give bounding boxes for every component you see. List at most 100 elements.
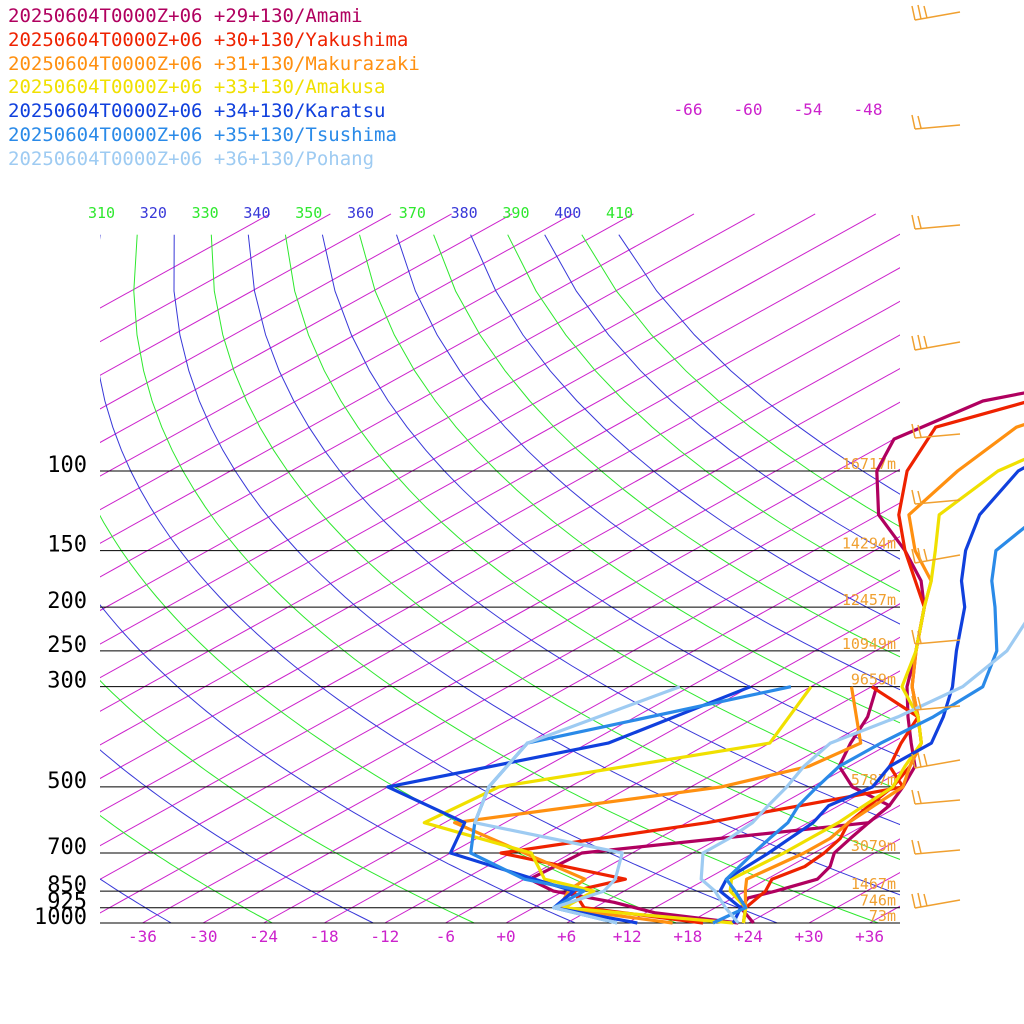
wind-barb bbox=[911, 892, 961, 909]
wind-barb bbox=[911, 629, 961, 645]
theta-label: 390 bbox=[502, 204, 529, 222]
adiabat-line bbox=[247, 234, 900, 826]
wind-barb bbox=[911, 489, 961, 505]
isotherm-line bbox=[445, 670, 900, 923]
pressure-tick-label: 150 bbox=[47, 533, 87, 558]
wind-barb bbox=[911, 547, 961, 564]
height-label: 9659m bbox=[851, 671, 896, 689]
theta-label: 330 bbox=[192, 204, 219, 222]
height-label: 14294m bbox=[842, 535, 896, 553]
theta-label: 370 bbox=[399, 204, 426, 222]
legend-entry: 20250604T0000Z+06 +31+130/Makurazaki bbox=[8, 52, 420, 75]
dewpoint-profile-line bbox=[499, 685, 920, 925]
temperature-profile-line bbox=[699, 621, 1024, 925]
isotherm-line bbox=[100, 213, 331, 343]
isotherm-line bbox=[748, 838, 900, 923]
height-label: 5787m bbox=[851, 771, 896, 789]
wind-barb bbox=[911, 4, 961, 21]
temperature-tick-label: -12 bbox=[370, 927, 399, 946]
theta-label: 360 bbox=[347, 204, 374, 222]
isotherm-line bbox=[100, 401, 900, 847]
isotherm-line bbox=[100, 213, 271, 309]
wind-barb-stroke bbox=[911, 892, 961, 909]
height-label: 16717m bbox=[842, 455, 896, 473]
wind-barb-stroke bbox=[911, 214, 961, 230]
isotherm-line bbox=[100, 213, 452, 410]
legend-entry: 20250604T0000Z+06 +30+130/Yakushima bbox=[8, 28, 409, 51]
isotherm-line bbox=[808, 871, 900, 923]
legend-entry: 20250604T0000Z+06 +35+130/Tsushima bbox=[8, 123, 397, 146]
wind-barb bbox=[911, 114, 961, 130]
theta-label: 410 bbox=[606, 204, 633, 222]
isotherm-line bbox=[100, 267, 900, 712]
isotherm-line bbox=[142, 502, 900, 923]
adiabat-line bbox=[433, 234, 900, 658]
wind-barb-stroke bbox=[911, 629, 961, 645]
adiabat-line bbox=[100, 749, 375, 923]
dewpoint-profile-line bbox=[527, 686, 892, 925]
wind-barb bbox=[911, 695, 961, 711]
wind-barb-stroke bbox=[911, 114, 961, 130]
wind-barb bbox=[911, 423, 961, 439]
theta-label: 320 bbox=[140, 204, 167, 222]
wind-barb-stroke bbox=[911, 4, 961, 21]
isotherm-line bbox=[100, 367, 900, 813]
isotherm-line bbox=[384, 636, 900, 923]
pressure-tick-label: 100 bbox=[47, 453, 87, 478]
isotherm-line bbox=[100, 233, 900, 679]
adiabat-line bbox=[173, 234, 900, 896]
wind-barbs bbox=[911, 4, 961, 909]
temperature-tick-label: -18 bbox=[310, 927, 339, 946]
isotherm-line bbox=[263, 569, 900, 923]
legend-entry: 20250604T0000Z+06 +34+130/Karatsu bbox=[8, 100, 386, 123]
isotherm-line bbox=[100, 435, 900, 880]
wind-barb-stroke bbox=[911, 789, 961, 805]
isotherm-line bbox=[100, 213, 877, 645]
temperature-tick-label: +0 bbox=[496, 927, 515, 946]
temperature-tick-label: +30 bbox=[795, 927, 824, 946]
wind-barb bbox=[911, 334, 961, 351]
isotherm-line bbox=[626, 771, 900, 923]
upper-temperature-label: -66 bbox=[674, 100, 703, 119]
temperature-axis: -36 -30 -24 -18 -12 -6 +0 +6 +12 +18 +24 +30 +36 310 3… bbox=[88, 100, 884, 946]
wind-barb bbox=[911, 839, 961, 855]
temperature-tick-label: -6 bbox=[436, 927, 455, 946]
temperature-tick-label: -24 bbox=[249, 927, 278, 946]
temperature-tick-label: -36 bbox=[128, 927, 157, 946]
upper-temperature-label: -48 bbox=[854, 100, 883, 119]
adiabat-line bbox=[100, 814, 274, 923]
height-label: 12457m bbox=[842, 591, 896, 609]
wind-barb-stroke bbox=[911, 423, 961, 439]
legend-entry: 20250604T0000Z+06 +29+130/Amami bbox=[8, 5, 363, 27]
height-label: 1467m bbox=[851, 875, 896, 893]
dewpoint-profile-line bbox=[473, 685, 681, 925]
isotherm-line bbox=[100, 213, 634, 511]
temperature-profile-line bbox=[712, 525, 1024, 925]
isotherm-line bbox=[100, 213, 695, 544]
temperature-tick-label: +24 bbox=[734, 927, 763, 946]
temperature-tick-label: -30 bbox=[189, 927, 218, 946]
isotherm-line bbox=[100, 213, 392, 376]
isotherm-line bbox=[869, 905, 900, 923]
height-label: 10949m bbox=[842, 635, 896, 653]
isotherm-line bbox=[930, 214, 1024, 923]
adiabat-line bbox=[100, 604, 577, 923]
pressure-tick-label: 1000 bbox=[34, 905, 87, 930]
pressure-tick-label: 300 bbox=[47, 669, 87, 694]
legend-entry: 20250604T0000Z+06 +33+130/Amakusa bbox=[8, 76, 386, 99]
wind-barb-stroke bbox=[911, 547, 961, 564]
theta-label: 350 bbox=[295, 204, 322, 222]
adiabat-line bbox=[100, 679, 476, 923]
isotherm-line bbox=[100, 334, 900, 780]
wind-barb bbox=[911, 214, 961, 230]
wind-barb bbox=[911, 752, 961, 769]
wind-barb bbox=[911, 789, 961, 805]
isotherm-line bbox=[323, 603, 900, 923]
upper-temperature-label: -60 bbox=[734, 100, 763, 119]
isotherm-line bbox=[100, 213, 513, 444]
isotherm-line bbox=[100, 468, 900, 914]
temperature-tick-label: +18 bbox=[673, 927, 702, 946]
isotherm-line bbox=[100, 213, 574, 477]
isotherm-line bbox=[202, 535, 900, 923]
